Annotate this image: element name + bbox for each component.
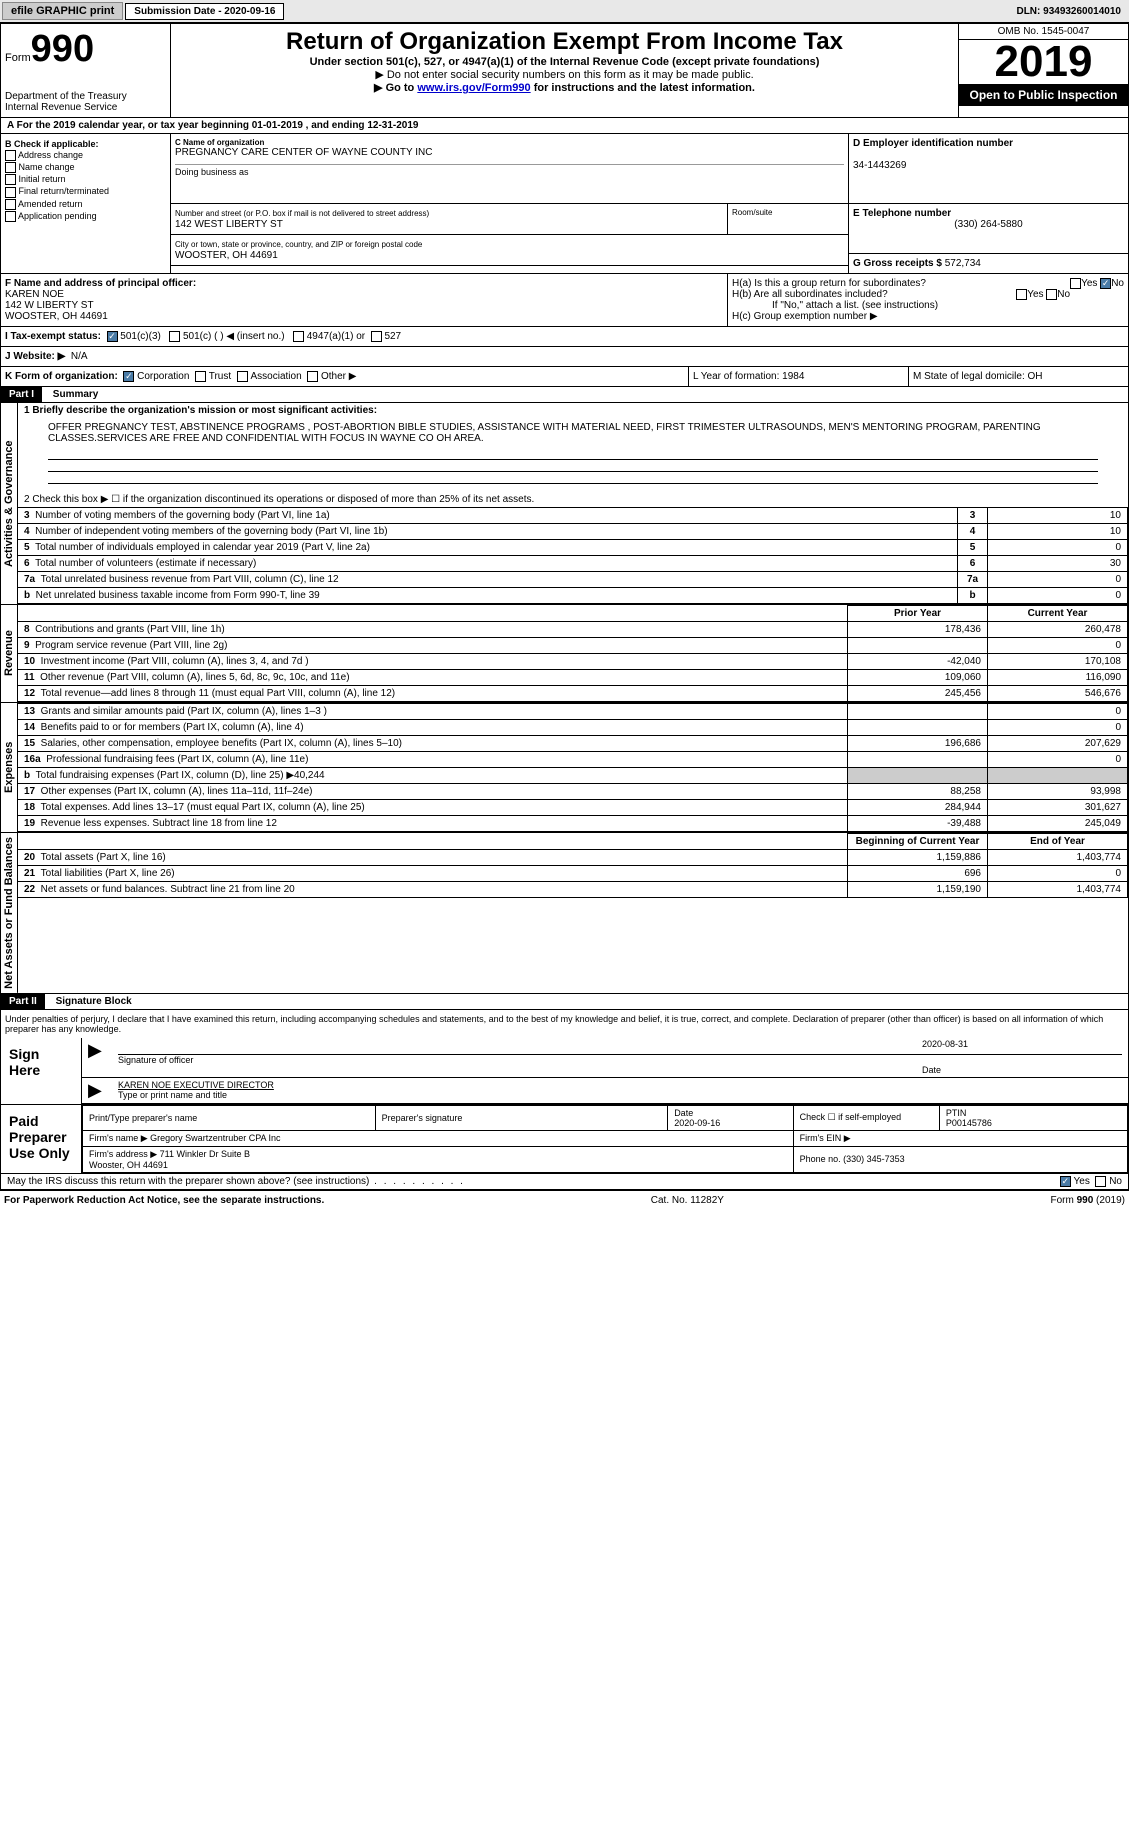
telephone: (330) 264-5880 <box>853 219 1124 230</box>
table-row: 4 Number of independent voting members o… <box>18 524 1128 540</box>
sig-date: 2020-08-31 <box>922 1039 968 1049</box>
form-subtitle: Under section 501(c), 527, or 4947(a)(1)… <box>175 56 954 68</box>
firm-name: Gregory Swartzentruber CPA Inc <box>150 1133 280 1143</box>
table-row: 9 Program service revenue (Part VIII, li… <box>18 638 1128 654</box>
form-word: Form <box>5 52 31 64</box>
table-row: 10 Investment income (Part VIII, column … <box>18 654 1128 670</box>
ein-value: 34-1443269 <box>853 160 906 171</box>
table-row: 12 Total revenue—add lines 8 through 11 … <box>18 686 1128 702</box>
table-row: 13 Grants and similar amounts paid (Part… <box>18 704 1128 720</box>
dept-label: Department of the Treasury Internal Reve… <box>5 91 166 113</box>
officer-name-title: KAREN NOE EXECUTIVE DIRECTOR <box>118 1080 274 1090</box>
officer-city: WOOSTER, OH 44691 <box>5 311 108 322</box>
part1-title: Summary <box>45 387 107 402</box>
submission-date: Submission Date - 2020-09-16 <box>125 3 284 20</box>
state-domicile: M State of legal domicile: OH <box>908 367 1128 386</box>
efile-print-button[interactable]: efile GRAPHIC print <box>2 2 123 20</box>
table-row: 14 Benefits paid to or for members (Part… <box>18 720 1128 736</box>
firm-phone: (330) 345-7353 <box>843 1154 905 1164</box>
table-row: 17 Other expenses (Part IX, column (A), … <box>18 784 1128 800</box>
table-row: 20 Total assets (Part X, line 16)1,159,8… <box>18 850 1128 866</box>
room-suite-label: Room/suite <box>728 204 848 234</box>
table-row: 11 Other revenue (Part VIII, column (A),… <box>18 670 1128 686</box>
page-footer: For Paperwork Reduction Act Notice, see … <box>0 1190 1129 1210</box>
table-row: b Total fundraising expenses (Part IX, c… <box>18 768 1128 784</box>
row-j-website: J Website: ▶ N/A <box>0 347 1129 367</box>
table-row: 5 Total number of individuals employed i… <box>18 540 1128 556</box>
year-formation: L Year of formation: 1984 <box>688 367 908 386</box>
table-row: 18 Total expenses. Add lines 13–17 (must… <box>18 800 1128 816</box>
dba-label: Doing business as <box>175 164 844 177</box>
table-row: 19 Revenue less expenses. Subtract line … <box>18 816 1128 832</box>
vtab-activities: Activities & Governance <box>1 403 18 604</box>
part1-header: Part I <box>1 387 42 402</box>
form-header: Form990 Department of the Treasury Inter… <box>0 23 1129 118</box>
org-city: WOOSTER, OH 44691 <box>175 250 278 261</box>
row-a-period: A For the 2019 calendar year, or tax yea… <box>0 118 1129 134</box>
top-toolbar: efile GRAPHIC print Submission Date - 20… <box>0 0 1129 23</box>
ptin-value: P00145786 <box>946 1118 992 1128</box>
table-row: 8 Contributions and grants (Part VIII, l… <box>18 622 1128 638</box>
section-entity: B Check if applicable: Address change Na… <box>0 134 1129 274</box>
sign-here-label: Sign Here <box>1 1038 81 1104</box>
note-link: ▶ Go to www.irs.gov/Form990 for instruct… <box>175 81 954 94</box>
vtab-net-assets: Net Assets or Fund Balances <box>1 833 18 993</box>
tax-year: 2019 <box>959 40 1128 84</box>
table-row: 7a Total unrelated business revenue from… <box>18 572 1128 588</box>
table-row: 15 Salaries, other compensation, employe… <box>18 736 1128 752</box>
vtab-revenue: Revenue <box>1 605 18 702</box>
part2-header: Part II <box>1 994 45 1009</box>
perjury-declaration: Under penalties of perjury, I declare th… <box>1 1010 1128 1038</box>
table-row: 6 Total number of volunteers (estimate i… <box>18 556 1128 572</box>
table-row: b Net unrelated business taxable income … <box>18 588 1128 604</box>
table-row: 22 Net assets or fund balances. Subtract… <box>18 882 1128 898</box>
section-officer-group: F Name and address of principal officer:… <box>0 274 1129 327</box>
paid-preparer-label: Paid Preparer Use Only <box>1 1105 81 1173</box>
form-title: Return of Organization Exempt From Incom… <box>175 28 954 56</box>
org-name: PREGNANCY CARE CENTER OF WAYNE COUNTY IN… <box>175 147 844 158</box>
vtab-expenses: Expenses <box>1 703 18 832</box>
mission-text: OFFER PREGNANCY TEST, ABSTINENCE PROGRAM… <box>18 418 1128 448</box>
irs-link[interactable]: www.irs.gov/Form990 <box>417 82 530 94</box>
gross-receipts: 572,734 <box>945 258 981 269</box>
part2-title: Signature Block <box>48 994 140 1009</box>
box-b-checks: B Check if applicable: Address change Na… <box>1 134 171 273</box>
note-ssn: ▶ Do not enter social security numbers o… <box>175 68 954 81</box>
row-k-form-org: K Form of organization: Corporation Trus… <box>0 367 1129 387</box>
table-row: 21 Total liabilities (Part X, line 26)69… <box>18 866 1128 882</box>
row-i-tax-status: I Tax-exempt status: 501(c)(3) 501(c) ( … <box>0 327 1129 347</box>
org-street: 142 WEST LIBERTY ST <box>175 219 283 230</box>
officer-name: KAREN NOE <box>5 289 64 300</box>
dln-label: DLN: 93493260014010 <box>1016 6 1129 17</box>
table-row: 3 Number of voting members of the govern… <box>18 508 1128 524</box>
form-number: 990 <box>31 28 94 70</box>
open-inspection: Open to Public Inspection <box>959 84 1128 106</box>
table-row: 16a Professional fundraising fees (Part … <box>18 752 1128 768</box>
prep-date: 2020-09-16 <box>674 1118 720 1128</box>
officer-street: 142 W LIBERTY ST <box>5 300 94 311</box>
